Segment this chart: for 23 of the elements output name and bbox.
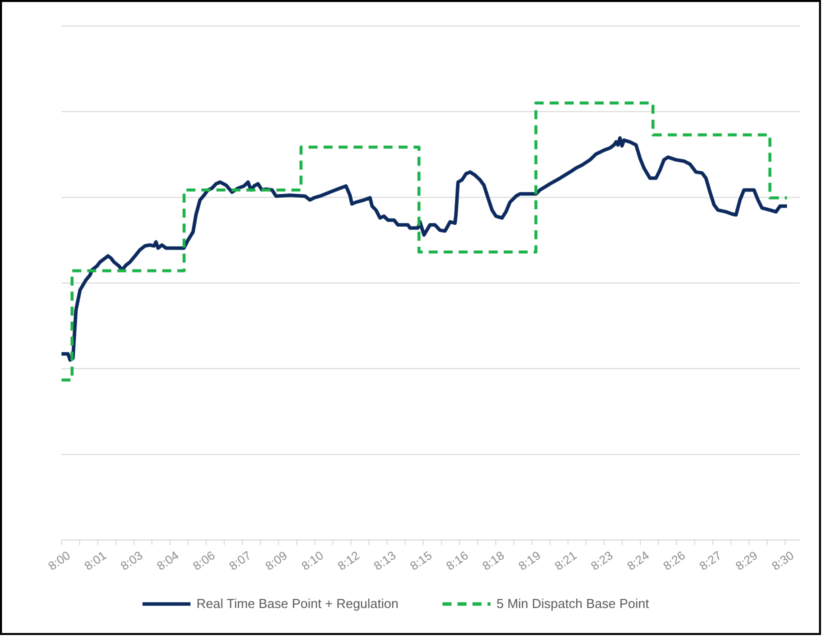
x-tick-label: 8:26 xyxy=(660,548,688,574)
x-tick-label: 8:07 xyxy=(226,548,254,574)
x-tick-label: 8:16 xyxy=(444,548,472,574)
x-tick-label: 8:03 xyxy=(118,548,146,574)
x-tick-label: 8:01 xyxy=(82,548,110,574)
x-tick-label: 8:06 xyxy=(190,548,218,574)
legend-label: 5 Min Dispatch Base Point xyxy=(496,596,650,611)
x-tick-label: 8:23 xyxy=(588,548,616,574)
x-tick-label: 8:29 xyxy=(733,548,760,574)
x-tick-label: 8:13 xyxy=(371,548,399,574)
x-tick-label: 8:21 xyxy=(552,548,580,574)
x-tick-label: 8:15 xyxy=(407,548,435,574)
x-tick-label: 8:19 xyxy=(516,548,544,574)
x-tick-label: 8:10 xyxy=(298,548,326,574)
x-tick-label: 8:27 xyxy=(696,548,724,574)
x-tick-label: 8:09 xyxy=(262,548,290,574)
legend-label: Real Time Base Point + Regulation xyxy=(196,596,398,611)
x-tick-label: 8:00 xyxy=(46,548,74,574)
x-tick-label: 8:12 xyxy=(335,548,362,574)
x-tick-label: 8:24 xyxy=(624,548,652,574)
x-tick-label: 8:04 xyxy=(154,548,182,574)
x-tick-label: 8:30 xyxy=(769,548,797,574)
x-tick-label: 8:18 xyxy=(480,548,508,574)
